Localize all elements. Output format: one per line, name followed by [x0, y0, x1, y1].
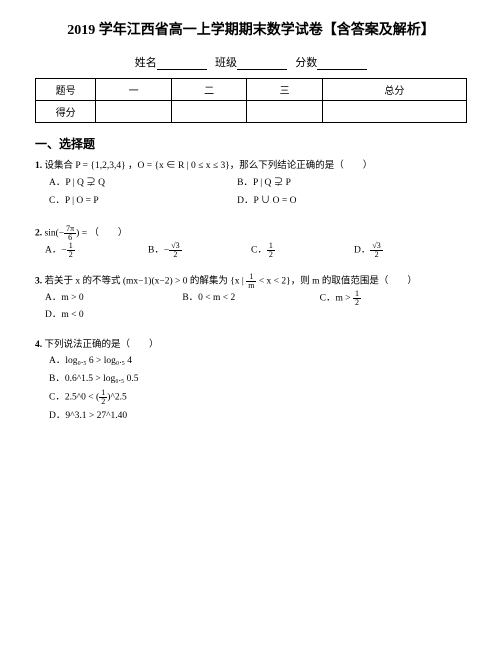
name-blank: [157, 58, 207, 70]
th-total: 总分: [322, 79, 466, 101]
section-title: 一、选择题: [35, 135, 467, 152]
q2-post: ) = （ ）: [76, 229, 127, 239]
q2-num: 2.: [35, 229, 42, 239]
q1-opt-a: A．P | Q ⊋ Q: [49, 175, 237, 191]
q4-opt-d: D．9^3.1 > 27^1.40: [49, 408, 467, 424]
td-total: [322, 101, 466, 123]
th-3: 三: [247, 79, 323, 101]
q3-post: < x < 2}，则 m 的取值范围是（ ）: [256, 277, 416, 287]
q2-frac: 7π6: [64, 225, 76, 242]
td-3: [247, 101, 323, 123]
q3-pre: 若关于 x 的不等式 (mx−1)(x−2) > 0 的解集为 {x |: [45, 277, 247, 287]
question-1: 1. 设集合 P = {1,2,3,4} ，O = {x ∈ R | 0 ≤ x…: [35, 158, 467, 210]
q1-text: 设集合 P = {1,2,3,4} ，O = {x ∈ R | 0 ≤ x ≤ …: [45, 161, 373, 171]
question-3: 3. 若关于 x 的不等式 (mx−1)(x−2) > 0 的解集为 {x | …: [35, 273, 467, 323]
score-label: 分数: [295, 57, 317, 69]
score-table: 题号 一 二 三 总分 得分: [35, 78, 467, 123]
q1-opt-c: C．P | O = P: [49, 193, 237, 209]
q1-opt-d: D．P ∪ O = O: [237, 193, 425, 209]
th-label: 题号: [36, 79, 96, 101]
q3-opt-c: C．m > 12: [320, 290, 457, 307]
q2-opt-c: C．12: [251, 242, 354, 259]
q4-opt-b: B．0.6^1.5 > log₀.₅ 0.5: [49, 371, 467, 387]
q1-num: 1.: [35, 161, 42, 171]
q3-frac: 1m: [246, 273, 256, 290]
q3-opt-d: D．m < 0: [45, 307, 182, 323]
question-2: 2. sin(−7π6) = （ ） A．−12 B．−√32 C．12 D．√…: [35, 225, 467, 259]
td-2: [171, 101, 247, 123]
q4-opt-c: C．2.5^0 < (12)^2.5: [49, 389, 467, 406]
class-label: 班级: [215, 57, 237, 69]
q2-opt-d: D．√32: [354, 242, 457, 259]
q1-opt-b: B．P | Q ⊋ P: [237, 175, 425, 191]
page-title: 2019 学年江西省高一上学期期末数学试卷【含答案及解析】: [35, 20, 467, 42]
q3-num: 3.: [35, 277, 42, 287]
table-row: 得分: [36, 101, 467, 123]
info-line: 姓名 班级 分数: [35, 54, 467, 70]
q2-pre: sin(−: [45, 229, 65, 239]
td-1: [96, 101, 172, 123]
score-blank: [317, 58, 367, 70]
td-label: 得分: [36, 101, 96, 123]
class-blank: [237, 58, 287, 70]
q4-num: 4.: [35, 340, 42, 350]
th-2: 二: [171, 79, 247, 101]
name-label: 姓名: [135, 57, 157, 69]
th-1: 一: [96, 79, 172, 101]
q2-opt-b: B．−√32: [148, 242, 251, 259]
q3-opt-a: A．m > 0: [45, 290, 182, 307]
q3-opt-b: B．0 < m < 2: [182, 290, 319, 307]
q4-text: 下列说法正确的是（ ）: [45, 340, 159, 350]
q4-opt-a: A．log₀.₅ 6 > log₀.₅ 4: [49, 353, 467, 369]
q2-opt-a: A．−12: [45, 242, 148, 259]
table-row: 题号 一 二 三 总分: [36, 79, 467, 101]
question-4: 4. 下列说法正确的是（ ） A．log₀.₅ 6 > log₀.₅ 4 B．0…: [35, 337, 467, 425]
